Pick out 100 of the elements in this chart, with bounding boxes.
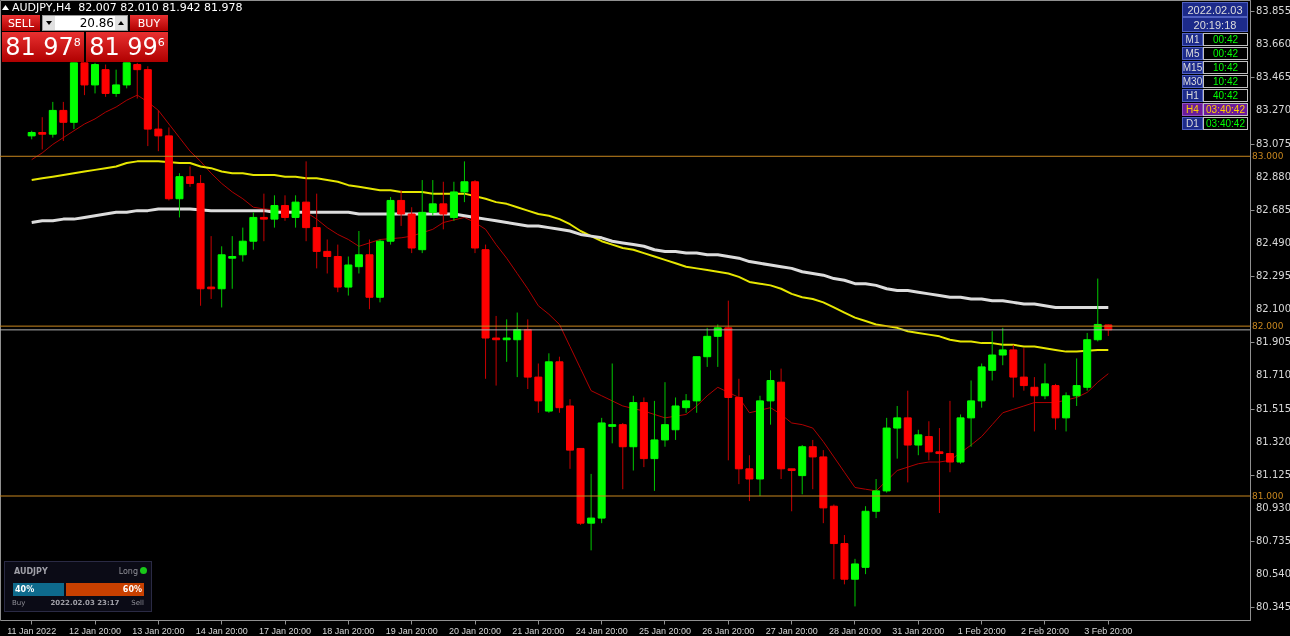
text: 2022.02.03 xyxy=(1187,3,1243,16)
text: 00:42 xyxy=(1212,34,1239,45)
candlestick xyxy=(312,193,321,269)
candlestick xyxy=(787,468,796,512)
y-tick-label: 81.515 xyxy=(1256,402,1290,414)
candlestick xyxy=(175,172,184,218)
candlestick xyxy=(534,363,543,414)
x-tick-label: 26 Jan 20:00 xyxy=(702,625,755,636)
text: 40:42 xyxy=(1212,90,1239,101)
x-tick-label: 24 Jan 20:00 xyxy=(575,625,628,636)
candlestick xyxy=(682,393,691,414)
text: M5 xyxy=(1185,48,1200,59)
text: D1 xyxy=(1186,118,1199,129)
text: 00:42 xyxy=(1212,48,1239,59)
candlestick xyxy=(80,62,89,96)
candlestick xyxy=(428,179,437,217)
y-tick-label: 83.270 xyxy=(1256,104,1290,116)
candlestick xyxy=(207,235,216,300)
annotation: 81 99$^{6}$ xyxy=(89,33,165,61)
candlestick xyxy=(967,379,976,448)
candlestick xyxy=(291,194,300,229)
x-tick-label: 13 Jan 20:00 xyxy=(132,625,185,636)
x-tick-label: 11 Jan 2022 xyxy=(7,625,57,636)
candlestick xyxy=(671,396,680,441)
candlestick xyxy=(703,327,712,368)
annotation: SELL xyxy=(7,16,35,30)
y-tick-label: 82.295 xyxy=(1256,270,1290,282)
candlestick xyxy=(186,165,195,188)
y-tick-label: 83.075 xyxy=(1256,137,1290,149)
annotation: 40% xyxy=(15,585,35,594)
candlestick xyxy=(270,194,279,229)
y-tick-label: 80.930 xyxy=(1256,501,1290,513)
x-tick-label: 3 Feb 20:00 xyxy=(1084,625,1133,636)
x-tick-label: 1 Feb 20:00 xyxy=(957,625,1006,636)
y-tick-label: 81.320 xyxy=(1256,435,1290,447)
text: 03:40:42 xyxy=(1206,104,1245,115)
candlestick xyxy=(344,255,353,297)
candlestick xyxy=(228,235,237,290)
candlestick xyxy=(924,420,933,461)
candlestick xyxy=(1072,357,1081,407)
candlestick xyxy=(608,363,617,444)
candlestick xyxy=(38,116,47,150)
y-tick-label: 82.685 xyxy=(1256,203,1290,215)
y-tick-label: 83.855 xyxy=(1256,5,1290,17)
text: H1 xyxy=(1186,90,1199,101)
candlestick xyxy=(1019,347,1028,392)
x-tick-label: 17 Jan 20:00 xyxy=(258,625,312,636)
x-tick-label: 14 Jan 20:00 xyxy=(195,625,248,636)
candlestick xyxy=(154,109,163,152)
x-tick-label: 25 Jan 20:00 xyxy=(638,625,692,636)
candlestick xyxy=(766,369,775,426)
x-tick-label: 20 Jan 20:00 xyxy=(448,625,502,636)
candlestick xyxy=(1040,363,1049,400)
line-series xyxy=(30,160,1110,353)
y-tick-label: 81.905 xyxy=(1256,336,1290,348)
candlestick xyxy=(661,381,669,448)
text: 10:42 xyxy=(1212,76,1239,87)
ref-line-label: 83.000 xyxy=(1252,151,1284,162)
candlestick xyxy=(618,422,627,490)
candlestick xyxy=(59,101,68,142)
text: M15 xyxy=(1182,62,1203,73)
candlestick xyxy=(91,62,100,94)
candlestick xyxy=(460,160,469,203)
x-tick-label: 12 Jan 20:00 xyxy=(69,625,122,636)
candlestick xyxy=(354,230,363,274)
annotation: 20.86 xyxy=(79,16,114,30)
ref-line-label: 81.000 xyxy=(1252,491,1284,501)
text: 10:42 xyxy=(1212,62,1239,73)
candlestick xyxy=(492,315,501,387)
candlestick xyxy=(998,327,1007,366)
candlestick xyxy=(122,62,131,89)
x-tick-label: 19 Jan 20:00 xyxy=(385,625,438,636)
candlestick xyxy=(238,227,247,263)
y-tick-label: 82.100 xyxy=(1256,303,1290,315)
annotation: 60% xyxy=(122,585,142,594)
candlestick xyxy=(281,194,290,222)
candlestick xyxy=(439,181,448,230)
candlestick xyxy=(133,62,142,100)
candlestick xyxy=(745,454,754,502)
y-tick-label: 80.540 xyxy=(1256,568,1290,580)
x-tick-label: 31 Jan 20:00 xyxy=(892,625,945,636)
y-tick-label: 83.465 xyxy=(1256,71,1290,83)
y-tick-label: 81.710 xyxy=(1256,369,1290,381)
text: 03:40:42 xyxy=(1206,118,1245,129)
annotation: AUDJPY xyxy=(14,566,48,576)
candlestick xyxy=(850,558,859,607)
y-tick-label: 80.345 xyxy=(1256,601,1290,613)
candlestick xyxy=(259,193,268,242)
candlestick xyxy=(650,400,659,492)
candlestick xyxy=(893,405,902,460)
candlestick xyxy=(935,427,944,514)
candlestick xyxy=(945,400,954,473)
text: 20:19:18 xyxy=(1193,18,1237,31)
x-tick-label: 18 Jan 20:00 xyxy=(322,625,375,636)
y-tick-label: 82.880 xyxy=(1256,170,1290,182)
x-tick-label: 27 Jan 20:00 xyxy=(765,625,818,636)
y-tick-label: 82.490 xyxy=(1256,236,1290,248)
x-tick-label: 2 Feb 20:00 xyxy=(1020,625,1069,636)
candlestick xyxy=(397,189,406,227)
chart-title: AUDJPY,H4 82.007 82.010 81.942 81.978 xyxy=(12,0,243,14)
